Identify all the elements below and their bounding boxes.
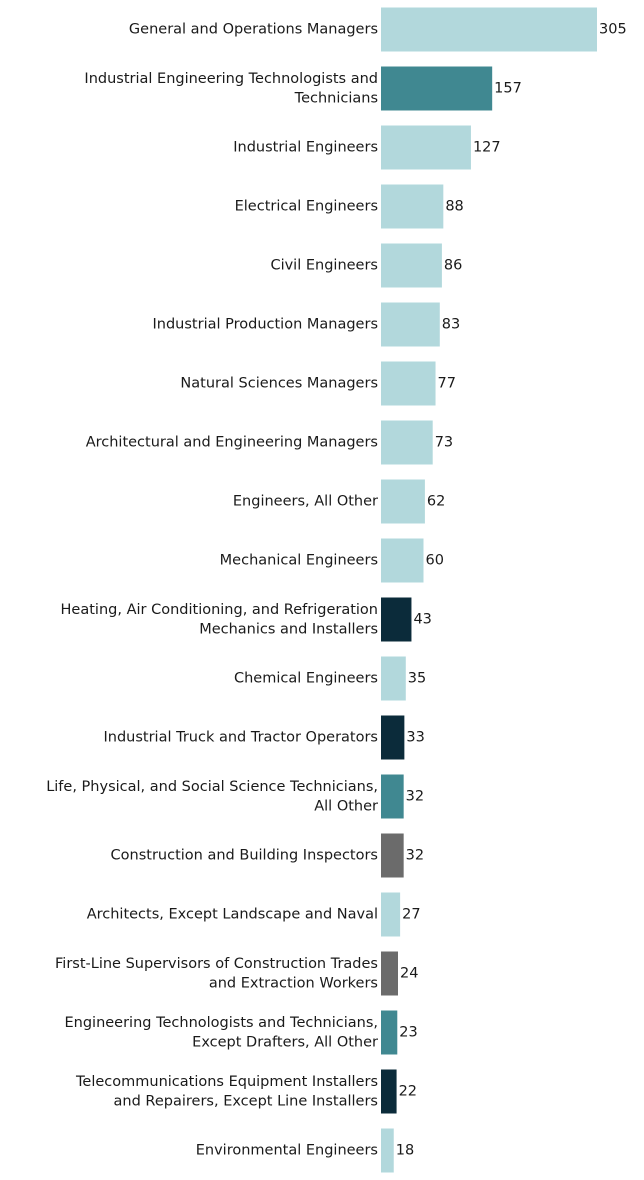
bar [381,302,440,347]
category-labels-layer: General and Operations Managers Industria… [46,22,378,1159]
category-label: Mechanics and Installers [199,621,378,637]
bar [381,1069,397,1114]
bar [381,715,405,760]
value-label: 73 [435,435,453,451]
value-label: 86 [444,258,462,274]
bar [381,892,401,937]
bar [381,420,433,465]
value-label: 33 [406,730,424,746]
bar [381,951,398,996]
bar [381,479,425,524]
bar [381,656,406,701]
category-label: Heating, Air Conditioning, and Refrigera… [61,602,378,618]
bar [381,774,404,819]
bar [381,184,444,229]
value-label: 35 [408,671,426,687]
category-label: Civil Engineers [270,258,378,274]
value-label: 22 [399,1084,417,1100]
category-label: and Extraction Workers [209,975,378,991]
category-label: Engineering Technologists and Technician… [64,1015,378,1031]
value-label: 157 [494,81,522,97]
bar [381,66,493,111]
category-label: Industrial Truck and Tractor Operators [104,730,379,746]
category-label: Electrical Engineers [235,199,378,215]
value-label: 83 [442,317,460,333]
value-label: 27 [402,907,420,923]
category-label: Architects, Except Landscape and Naval [87,907,378,923]
category-label: Construction and Building Inspectors [111,848,378,864]
category-label: Engineers, All Other [233,494,378,510]
category-label: Natural Sciences Managers [180,376,378,392]
bars-layer [381,7,597,1173]
category-label: Mechanical Engineers [220,553,378,569]
category-label: Industrial Engineering Technologists and [84,71,378,87]
category-label: Chemical Engineers [234,671,378,687]
value-label: 43 [413,612,431,628]
bar [381,597,412,642]
value-label: 77 [438,376,456,392]
value-labels-layer: 305 157 127 88 86 83 77 73 62 60 43 35 33 32 32 27 24 23 2… [396,22,627,1159]
bar [381,1128,394,1173]
category-label: Industrial Engineers [233,140,378,156]
value-label: 62 [427,494,445,510]
value-label: 24 [400,966,418,982]
category-label: General and Operations Managers [129,22,378,38]
value-label: 32 [406,848,424,864]
category-label: and Repairers, Except Line Installers [114,1093,378,1109]
value-label: 23 [399,1025,417,1041]
bar [381,833,404,878]
category-label: Telecommunications Equipment Installers [75,1074,378,1090]
bar [381,243,442,288]
bar [381,125,471,170]
category-label: First-Line Supervisors of Construction T… [55,956,378,972]
category-label: Architectural and Engineering Managers [86,435,378,451]
value-label: 305 [599,22,627,38]
category-label: Life, Physical, and Social Science Techn… [46,779,378,795]
value-label: 18 [396,1143,414,1159]
value-label: 60 [425,553,443,569]
category-label: All Other [314,798,378,814]
category-label: Industrial Production Managers [153,317,378,333]
category-label: Except Drafters, All Other [192,1034,378,1050]
category-label: Technicians [294,90,378,106]
bar [381,1010,398,1055]
bar [381,538,424,583]
category-label: Environmental Engineers [196,1143,378,1159]
value-label: 127 [473,140,501,156]
value-label: 88 [445,199,463,215]
bar [381,361,436,406]
value-label: 32 [406,789,424,805]
bar [381,7,597,52]
